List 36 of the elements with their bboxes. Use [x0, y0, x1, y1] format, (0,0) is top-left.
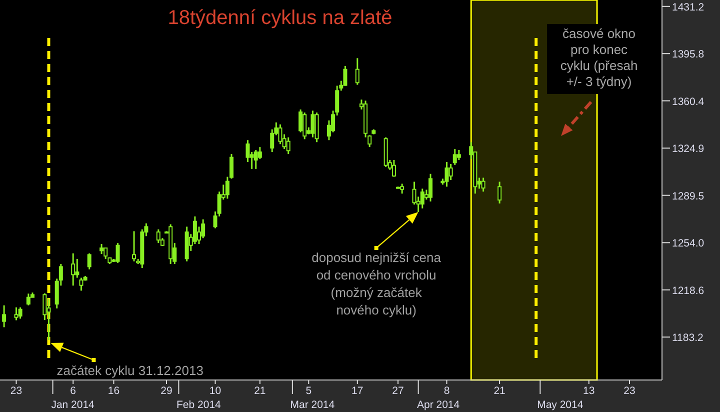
x-tick-label: 10 [209, 385, 222, 397]
y-tick-label: 1324.9 [672, 143, 704, 156]
y-tick-label: 1183.2 [672, 332, 704, 344]
band-label: časové okno pro konec cyklu (přesah +/- 3 týdny) [560, 26, 638, 89]
text: May 2014 [537, 399, 584, 411]
text: Mar 2014 [290, 399, 335, 411]
text: Apr 2014 [417, 399, 460, 411]
y-tick-label: 1431.2 [672, 1, 704, 14]
y-tick-label: 1289.5 [672, 190, 704, 202]
x-tick-label: 16 [108, 385, 120, 397]
candlestick [184, 226, 189, 262]
x-tick-label: 8 [444, 385, 450, 397]
candlestick [71, 252, 76, 286]
annotation: doposud nejnižší cena od cenového vrcholu (možný začátek nového cyklu) [312, 250, 442, 318]
x-tick-label: 6 [70, 385, 76, 397]
candlestick [355, 57, 360, 86]
x-tick-label: 5 [306, 385, 312, 397]
y-tick-label: 1360.4 [672, 96, 704, 108]
x-tick-label: 21 [494, 385, 506, 397]
y-tick-label: 1395.8 [672, 48, 704, 61]
y-tick-label: 1254.0 [672, 238, 704, 250]
x-tick-label: 17 [352, 385, 364, 397]
chart-title: 18týdenní cyklus na zlatě [168, 7, 392, 29]
y-tick-label: 1218.6 [672, 284, 704, 297]
text: Feb 2014 [176, 399, 222, 411]
x-tick-label: 27 [392, 385, 404, 397]
ref-line-label: začátek cyklu 31.12.2013 [56, 363, 204, 378]
x-tick-label: 21 [254, 385, 266, 397]
candlestick [420, 188, 424, 210]
x-tick-label: 23 [624, 385, 636, 397]
candlestick [132, 230, 136, 262]
candlestick [46, 298, 51, 341]
x-tick-label: 23 [10, 385, 22, 397]
x-tick-label: 13 [583, 385, 595, 397]
text: Jan 2014 [51, 399, 95, 411]
x-tick-label: 29 [160, 385, 173, 397]
